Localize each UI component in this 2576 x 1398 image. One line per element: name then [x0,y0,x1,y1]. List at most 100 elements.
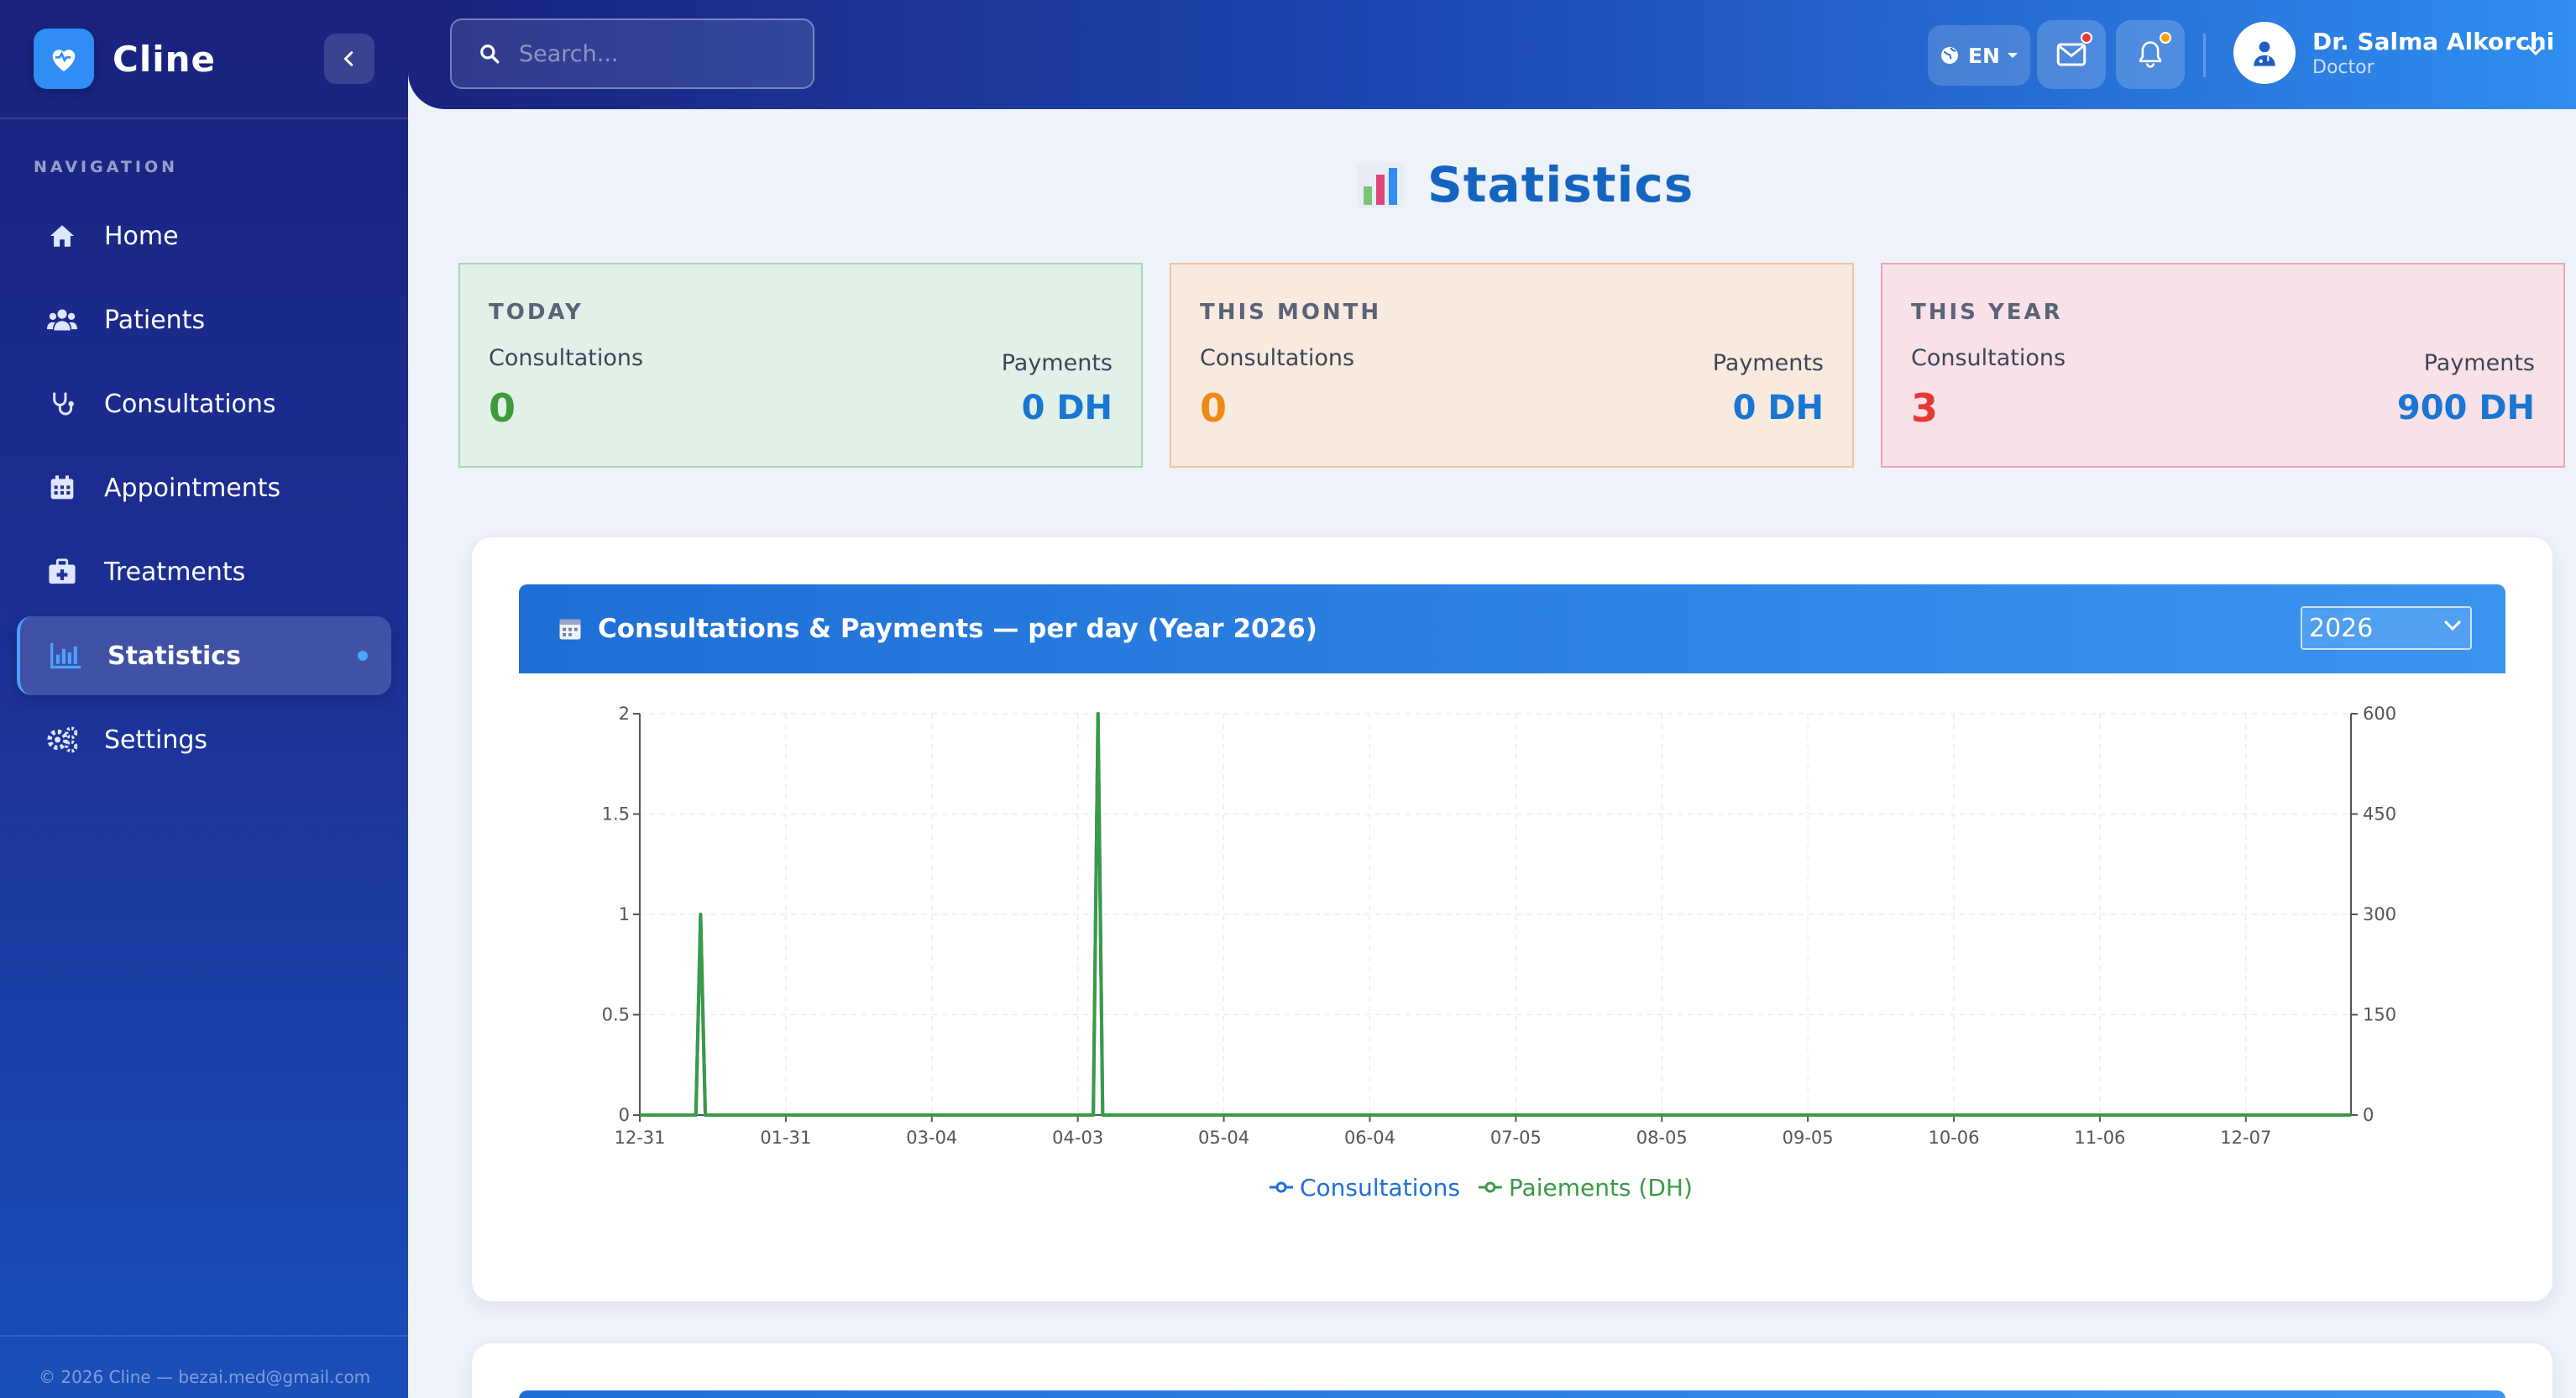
card-payments-label: Payments [1001,350,1113,376]
medkit-icon [45,555,79,589]
page-title: Statistics [1355,156,1694,213]
unread-dot [2081,32,2092,44]
y-left-tick-label: 1 [619,904,630,924]
sidebar-item-label: Home [104,221,179,251]
users-icon [45,303,79,337]
sidebar-item-label: Settings [104,725,208,755]
mail-icon [2056,43,2086,66]
card-consultations-value: 0 [489,385,516,431]
avatar [2233,22,2296,84]
y-right-tick-label: 450 [2363,804,2396,825]
search-icon [480,45,500,64]
x-tick-label: 01-31 [760,1128,811,1148]
y-left-tick-label: 0.5 [602,1005,630,1025]
card-consultations-value: 3 [1911,385,1939,431]
heart-pulse-icon [34,29,94,89]
card-payments-value: 900 DH [2396,389,2535,427]
sidebar-nav: Home Patients Consultations Appointments… [17,196,391,784]
stat-card-year: THIS YEAR Consultations 3 Payments 900 D… [1881,263,2565,468]
x-tick-label: 05-04 [1198,1128,1249,1148]
bar-chart-emoji-icon [1357,161,1404,208]
second-chart-header [519,1390,2505,1398]
notifications-button[interactable] [2116,20,2185,89]
calendar-emoji-icon [559,619,581,640]
globe-icon [1940,47,1958,64]
sidebar-item-settings[interactable]: Settings [17,700,391,779]
x-tick-label: 10-06 [1929,1128,1980,1148]
card-consultations-label: Consultations [1200,345,1355,371]
legend-marker-point [1275,1181,1287,1193]
nav-heading: NAVIGATION [34,158,178,176]
chevron-down-icon[interactable] [2526,44,2546,57]
caret-down-icon [2008,53,2018,58]
messages-button[interactable] [2037,20,2106,89]
language-selector[interactable]: EN [1928,25,2030,86]
home-icon [45,219,79,253]
page-title-text: Statistics [1427,156,1694,213]
search-input[interactable] [519,40,796,67]
stat-card-today: TODAY Consultations 0 Payments 0 DH [458,263,1143,468]
x-tick-label: 03-04 [906,1128,957,1148]
card-payments-value: 0 DH [1021,389,1113,427]
y-left-tick-label: 0 [619,1105,630,1125]
topbar-separator [2203,34,2206,77]
user-name: Dr. Salma Alkorchi [2312,28,2555,55]
sidebar-item-appointments[interactable]: Appointments [17,448,391,527]
series-line-paiements-dh [640,712,2351,1117]
chart-title: Consultations & Payments — per day (Year… [598,614,1317,644]
chevron-down-icon [2444,620,2461,631]
sidebar-footer: © 2026 Cline — bezai.med@gmail.com [39,1367,371,1387]
sidebar-item-label: Appointments [104,473,281,503]
sidebar: Cline NAVIGATION Home Patients Consultat… [0,0,408,1398]
sidebar-item-home[interactable]: Home [17,196,391,275]
y-left-tick-label: 2 [619,704,630,724]
sidebar-footer-divider [0,1335,408,1337]
user-role: Doctor [2312,57,2374,78]
sidebar-item-treatments[interactable]: Treatments [17,532,391,611]
calendar-icon [45,471,79,505]
y-right-tick-label: 150 [2363,1005,2396,1025]
legend-label: Consultations [1300,1174,1460,1202]
year-select-value: 2026 [2309,613,2374,643]
stethoscope-icon [45,387,79,421]
second-chart-panel [472,1343,2552,1398]
bar-chart-icon [49,639,82,673]
sidebar-item-label: Treatments [104,557,246,587]
card-payments-label: Payments [1712,350,1824,376]
sidebar-item-label: Patients [104,305,206,335]
x-tick-label: 07-05 [1490,1128,1542,1148]
line-chart: 0 0.5 1 1.5 2 0 150 300 450 600 12-31 01-31 03-04 04-… [602,704,2397,1202]
bell-icon [2139,41,2162,68]
sidebar-item-patients[interactable]: Patients [17,280,391,359]
card-payments-label: Payments [2423,350,2535,376]
card-period: THIS MONTH [1200,300,1382,325]
card-consultations-value: 0 [1200,385,1228,431]
card-period: TODAY [489,300,584,325]
y-right-tick-label: 600 [2363,704,2396,724]
card-consultations-label: Consultations [489,345,644,371]
language-code: EN [1967,43,2000,68]
search-box[interactable] [450,18,814,89]
brand[interactable]: Cline [34,27,216,91]
legend-label: Paiements (DH) [1509,1174,1693,1202]
card-consultations-label: Consultations [1911,345,2066,371]
collapse-sidebar-button[interactable] [324,34,374,84]
x-tick-label: 08-05 [1636,1128,1688,1148]
x-tick-label: 09-05 [1783,1128,1834,1148]
doctor-icon [2254,41,2275,66]
user-menu[interactable]: Dr. Salma Alkorchi Doctor [2233,22,2554,84]
card-period: THIS YEAR [1911,300,2063,325]
sidebar-divider [0,118,408,119]
chevron-left-icon [343,51,353,66]
sidebar-item-statistics[interactable]: Statistics [17,616,391,695]
y-right-tick-label: 0 [2363,1105,2374,1125]
year-select[interactable]: 2026 [2301,606,2472,650]
active-indicator-dot [358,651,368,661]
legend-marker-point [1484,1181,1496,1193]
notification-dot [2160,32,2171,44]
chart-panel: Consultations & Payments — per day (Year… [472,537,2552,1301]
x-tick-label: 12-07 [2220,1128,2271,1148]
x-tick-label: 06-04 [1344,1128,1395,1148]
chart-header: Consultations & Payments — per day (Year… [519,584,2505,673]
sidebar-item-consultations[interactable]: Consultations [17,364,391,443]
